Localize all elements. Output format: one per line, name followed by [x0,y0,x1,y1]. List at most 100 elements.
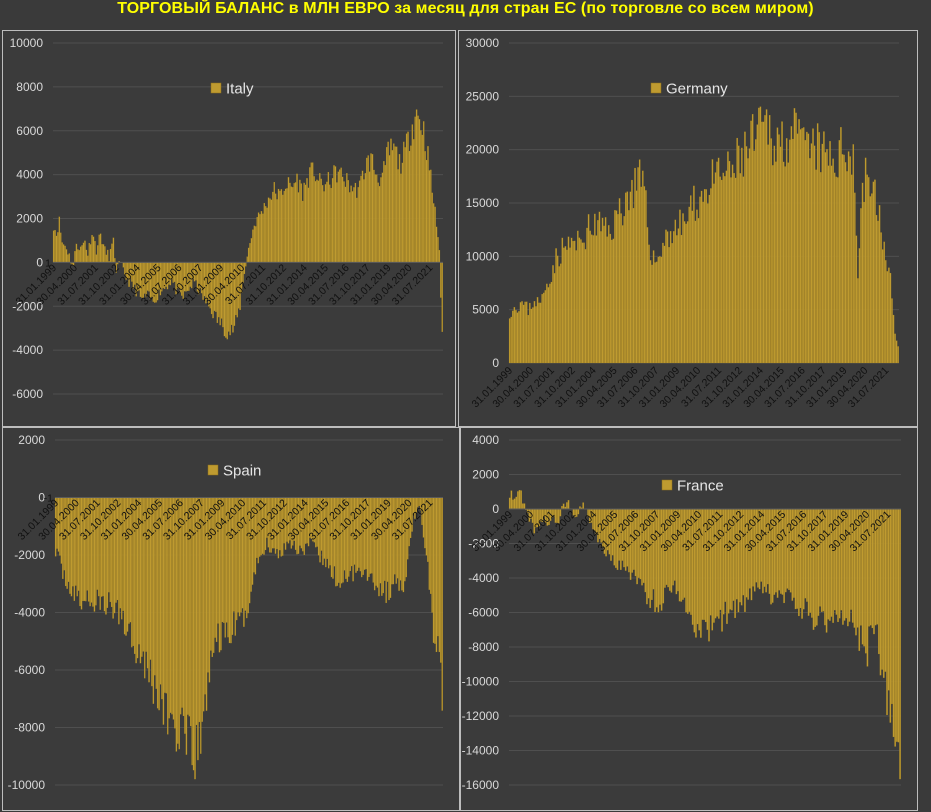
italy-bar [253,225,256,263]
germany-bar [716,161,718,364]
germany-bar [702,201,704,364]
italy-bar [358,180,361,263]
germany-legend: Germany [650,81,728,98]
italy-bar [283,190,285,263]
germany-bar [821,143,824,364]
italy-bar [276,199,278,263]
italy-bar [430,169,432,263]
germany-bar [609,233,612,364]
italy-bar [334,166,337,263]
italy-bar [102,244,105,263]
italy-bar [350,185,352,263]
germany-bar [566,249,568,364]
spain-bar [165,497,168,694]
france-bar [510,490,513,510]
germany-bar [595,235,598,364]
germany-bar [812,128,814,364]
italy-bar [346,173,348,263]
italy-bar [294,182,297,263]
italy-bar [297,192,300,263]
germany-bar [840,127,842,364]
france-y-tick-label: -16000 [462,778,500,792]
germany-bar [700,190,703,364]
italy-bar [327,171,330,263]
germany-bar [508,318,511,364]
germany-bar [637,167,639,364]
france-bar [896,508,898,742]
italy-bar [104,246,106,263]
italy-bar [97,245,99,263]
germany-bar [778,134,780,364]
germany-bar [536,297,539,364]
italy-bar [344,186,347,263]
germany-bar [846,171,848,364]
germany-bar [799,129,802,364]
germany-bar [618,198,621,364]
germany-bar [779,146,782,364]
italy-bar [58,216,61,263]
spain-bar [149,497,152,660]
italy-bar [418,119,421,263]
italy-y-tick-label: -4000 [12,343,43,357]
spain-bar [441,497,443,711]
germany-bar [734,177,737,364]
italy-bar [413,139,415,263]
germany-bar [620,213,622,364]
italy-bar [300,183,303,263]
italy-bar [61,242,63,263]
germany-bar [592,235,595,364]
italy-bar [405,133,408,263]
france-bar [582,502,585,510]
italy-bar [356,197,358,263]
italy-bar [111,243,113,263]
italy-bar [354,182,357,263]
germany-bar [544,290,547,364]
germany-bar [707,203,709,364]
france-bar [886,508,888,716]
italy-bar [290,186,293,263]
germany-bar [745,146,748,364]
germany-bar [826,149,828,364]
germany-bar [768,115,771,364]
italy-bar [368,171,371,263]
germany-bar [677,228,680,364]
germany-bar [550,281,553,364]
italy-bar [99,233,102,263]
germany-bar [708,194,711,364]
italy-bar [267,197,270,263]
italy-bar [424,151,426,263]
france-bar [879,508,882,676]
italy-bar [87,255,89,263]
germany-bar [810,143,813,364]
germany-bar [646,227,649,364]
italy-bar [438,249,441,263]
germany-bar [521,301,523,364]
germany-bar [555,248,557,364]
spain-bar [438,497,441,653]
italy-bar [262,213,264,263]
italy-bar [383,161,385,263]
germany-bar [787,162,790,364]
germany-bar [652,250,655,364]
germany-bar [691,210,694,364]
france-bar [894,508,897,747]
italy-bar [302,200,304,263]
italy-bar [384,164,386,263]
france-legend: France [661,478,724,495]
germany-bar [611,239,613,364]
italy-legend-swatch [210,82,222,94]
germany-bar [795,112,797,364]
germany-bar [807,133,810,364]
italy-legend-label: Italy [226,81,254,98]
germany-legend-label: Germany [666,81,728,98]
germany-bar [597,220,599,364]
germany-bar [789,139,791,364]
italy-bar [266,207,268,263]
italy-bar [407,131,409,263]
spain-chart: -10000-8000-6000-4000-20000200031.01.199… [8,433,443,792]
italy-bar [303,182,305,263]
italy-chart-panel: -6000 -4000 -2000 0 2000 4000 6000 8000 10000 31.… [2,30,456,427]
germany-bar [747,158,749,364]
germany-bar [642,170,644,364]
italy-bar [353,187,355,263]
